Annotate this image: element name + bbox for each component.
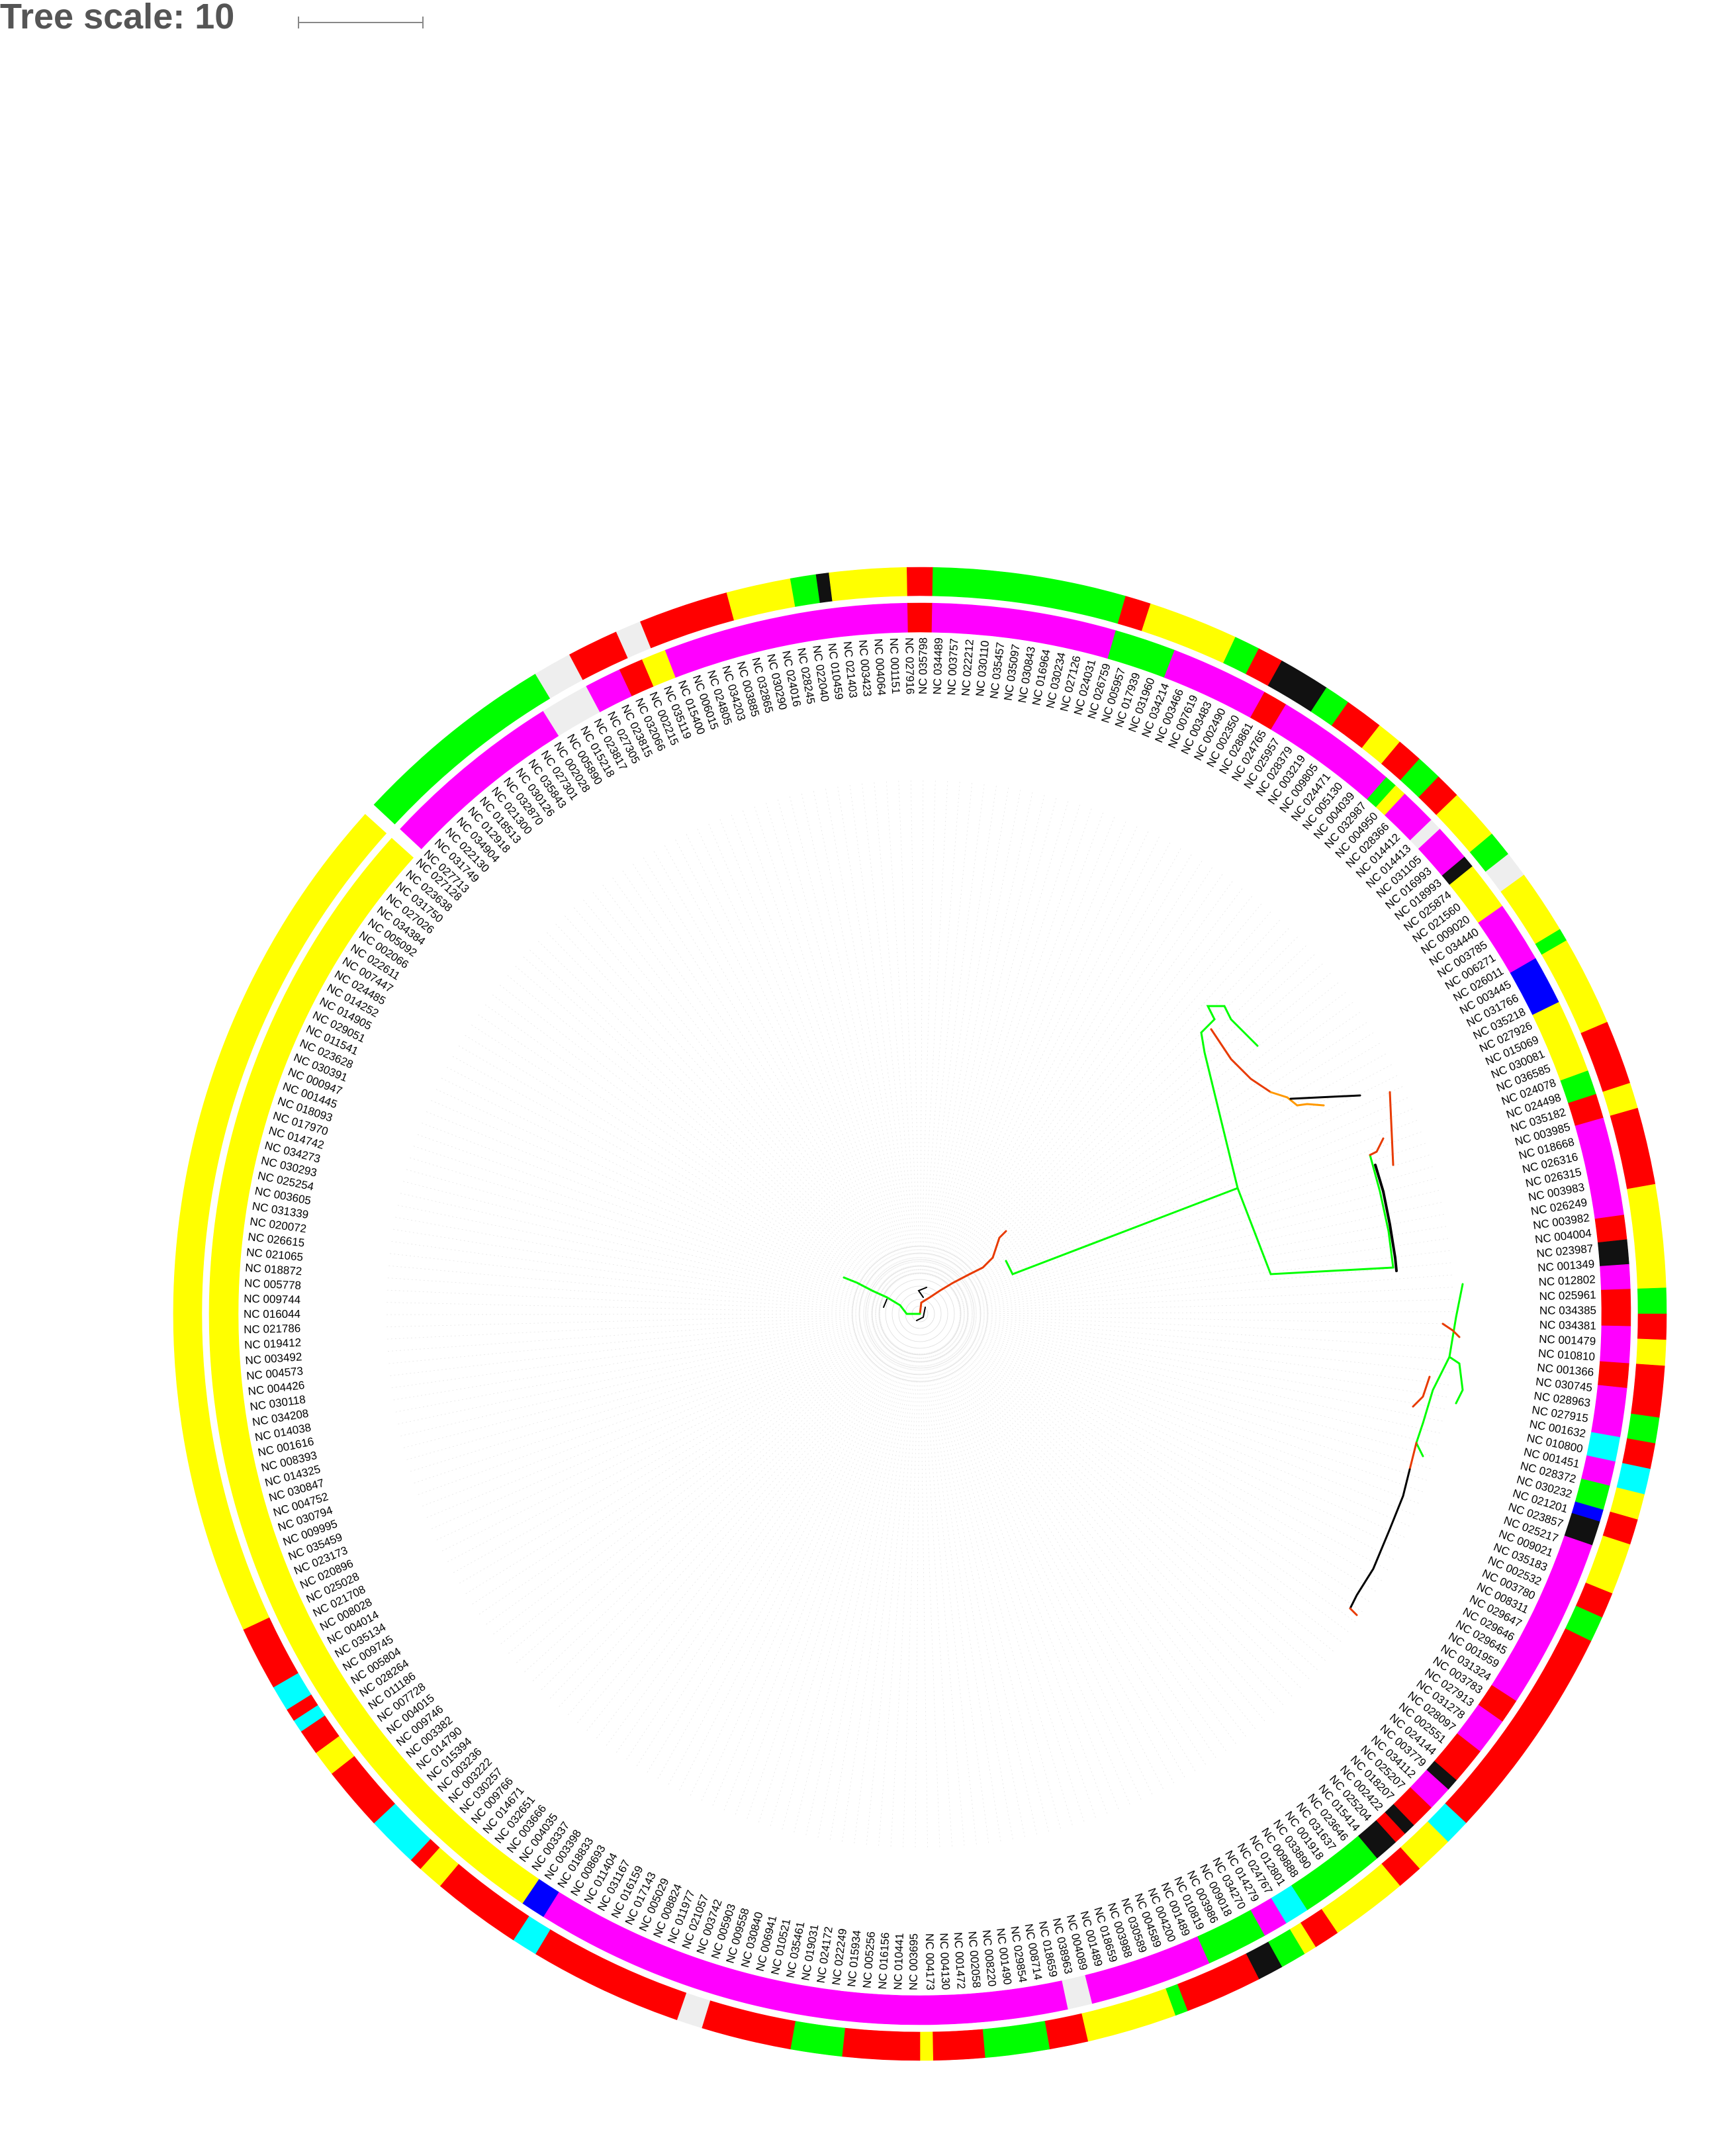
leaf-label: NC 034489 — [931, 637, 945, 695]
leaf-label: NC 004064 — [872, 638, 888, 696]
leaf-label: NC 021786 — [244, 1322, 300, 1336]
leaf-label: NC 016044 — [244, 1308, 300, 1320]
outer-ring-segment — [1631, 1364, 1665, 1418]
leaf-label: NC 034385 — [1539, 1304, 1596, 1317]
leaf-label: NC 009744 — [244, 1292, 300, 1306]
leaf-label: NC 005778 — [244, 1277, 302, 1292]
outer-ring-segment — [841, 2027, 921, 2061]
inner-ring-segment — [1600, 1325, 1631, 1364]
outer-ring-segment — [1627, 1413, 1660, 1444]
inner-ring-segment — [1591, 1385, 1627, 1438]
inner-ring-segment — [907, 602, 933, 633]
leaf-label: NC 012802 — [1538, 1273, 1596, 1288]
leaf-label: NC 021065 — [246, 1246, 303, 1264]
tree-scale-label: Tree scale: 10 — [0, 0, 235, 36]
outer-ring-segment — [790, 574, 821, 607]
tree-branches — [843, 1005, 1464, 1616]
leaf-label: NC 010810 — [1537, 1347, 1595, 1364]
inner-ring-segment — [208, 837, 539, 1904]
leaf-label: NC 001151 — [888, 637, 902, 694]
outer-ring-segment — [1637, 1287, 1667, 1315]
outer-ring-segment — [1044, 2013, 1089, 2050]
leaf-label: NC 034381 — [1539, 1319, 1596, 1332]
leaf-label: NC 005256 — [860, 1931, 878, 1988]
inner-ring-segment — [1594, 1215, 1627, 1243]
inner-ring-segment — [1598, 1361, 1629, 1389]
leaf-label: NC 003695 — [907, 1933, 921, 1990]
leaf-label: NC 003492 — [245, 1350, 302, 1367]
inner-ring-segment — [1600, 1264, 1631, 1291]
leaf-label: NC 004173 — [923, 1933, 937, 1990]
leaf-label: NC 004130 — [937, 1933, 952, 1990]
leaf-label: NC 016156 — [876, 1932, 892, 1990]
leaf-label: NC 001479 — [1539, 1333, 1596, 1348]
leaf-label: NC 035798 — [917, 637, 930, 694]
leaf-label: NC 010441 — [891, 1933, 906, 1990]
outer-ring-segment — [173, 813, 387, 1630]
leaf-label: NC 001472 — [952, 1932, 968, 1990]
outer-ring-segment — [1636, 1338, 1667, 1367]
leaf-label: NC 019412 — [244, 1336, 302, 1352]
outer-ring-segment — [982, 2021, 1050, 2059]
inner-ring-segment — [1598, 1239, 1629, 1267]
outer-ring-segment — [919, 2031, 933, 2061]
inner-ring-segment — [1601, 1289, 1631, 1327]
tree-scale-bar — [298, 17, 424, 28]
leaf-label: NC 025961 — [1539, 1289, 1596, 1303]
outer-ring-segment — [1627, 1183, 1667, 1289]
outer-ring-segment — [907, 567, 933, 596]
leaf-label: NC 022212 — [959, 639, 976, 696]
leaf-label: NC 027916 — [903, 637, 916, 694]
leaf-label: NC 001349 — [1537, 1258, 1595, 1274]
leaf-label: NC 018872 — [245, 1262, 302, 1278]
leaf-label: NC 002058 — [966, 1931, 983, 1988]
outer-ring-segment — [932, 2029, 985, 2061]
outer-ring-segment — [726, 578, 796, 621]
outer-ring-segment — [1637, 1313, 1667, 1340]
radial-guides — [384, 778, 1456, 1850]
leaf-label: NC 003757 — [945, 638, 960, 696]
outer-ring-segment — [790, 2021, 845, 2057]
outer-ring-segment — [829, 567, 908, 602]
